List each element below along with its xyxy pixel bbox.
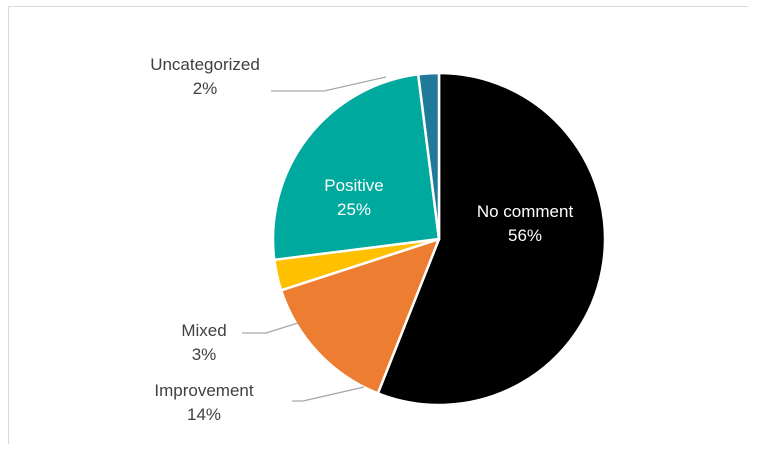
data-label-percent: 56% — [508, 226, 542, 245]
leader-line-improvement — [292, 386, 365, 402]
data-label-name: Improvement — [154, 381, 253, 400]
data-label-percent: 25% — [337, 200, 371, 219]
data-label-improvement: Improvement 14% — [154, 381, 253, 424]
pie-slice-no-comment — [376, 71, 607, 407]
data-label-percent: 14% — [187, 405, 221, 424]
pie-chart: No comment 56% Improvement 14% Mixed 3% Positi… — [150, 55, 607, 424]
data-label-no-comment: No comment 56% — [477, 202, 574, 245]
chart-area: No comment 56% Improvement 14% Mixed 3% Positi… — [8, 6, 748, 444]
data-label-name: Positive — [324, 176, 384, 195]
slice-labels: No comment 56% Improvement 14% Mixed 3% Positi… — [150, 55, 573, 424]
leader-lines — [242, 76, 387, 402]
pie-slices — [271, 71, 607, 407]
pie-slice-uncategorized — [416, 71, 441, 241]
data-label-percent: 3% — [192, 345, 217, 364]
data-label-name: No comment — [477, 202, 574, 221]
pie-slice-positive — [271, 73, 441, 262]
leader-line-mixed — [242, 322, 299, 334]
data-label-positive: Positive 25% — [324, 176, 384, 219]
data-label-uncategorized: Uncategorized 2% — [150, 55, 260, 98]
data-label-percent: 2% — [193, 79, 218, 98]
data-label-name: Mixed — [181, 321, 226, 340]
data-label-name: Uncategorized — [150, 55, 260, 74]
data-label-mixed: Mixed 3% — [181, 321, 226, 364]
leader-line-uncategorized — [271, 76, 387, 92]
